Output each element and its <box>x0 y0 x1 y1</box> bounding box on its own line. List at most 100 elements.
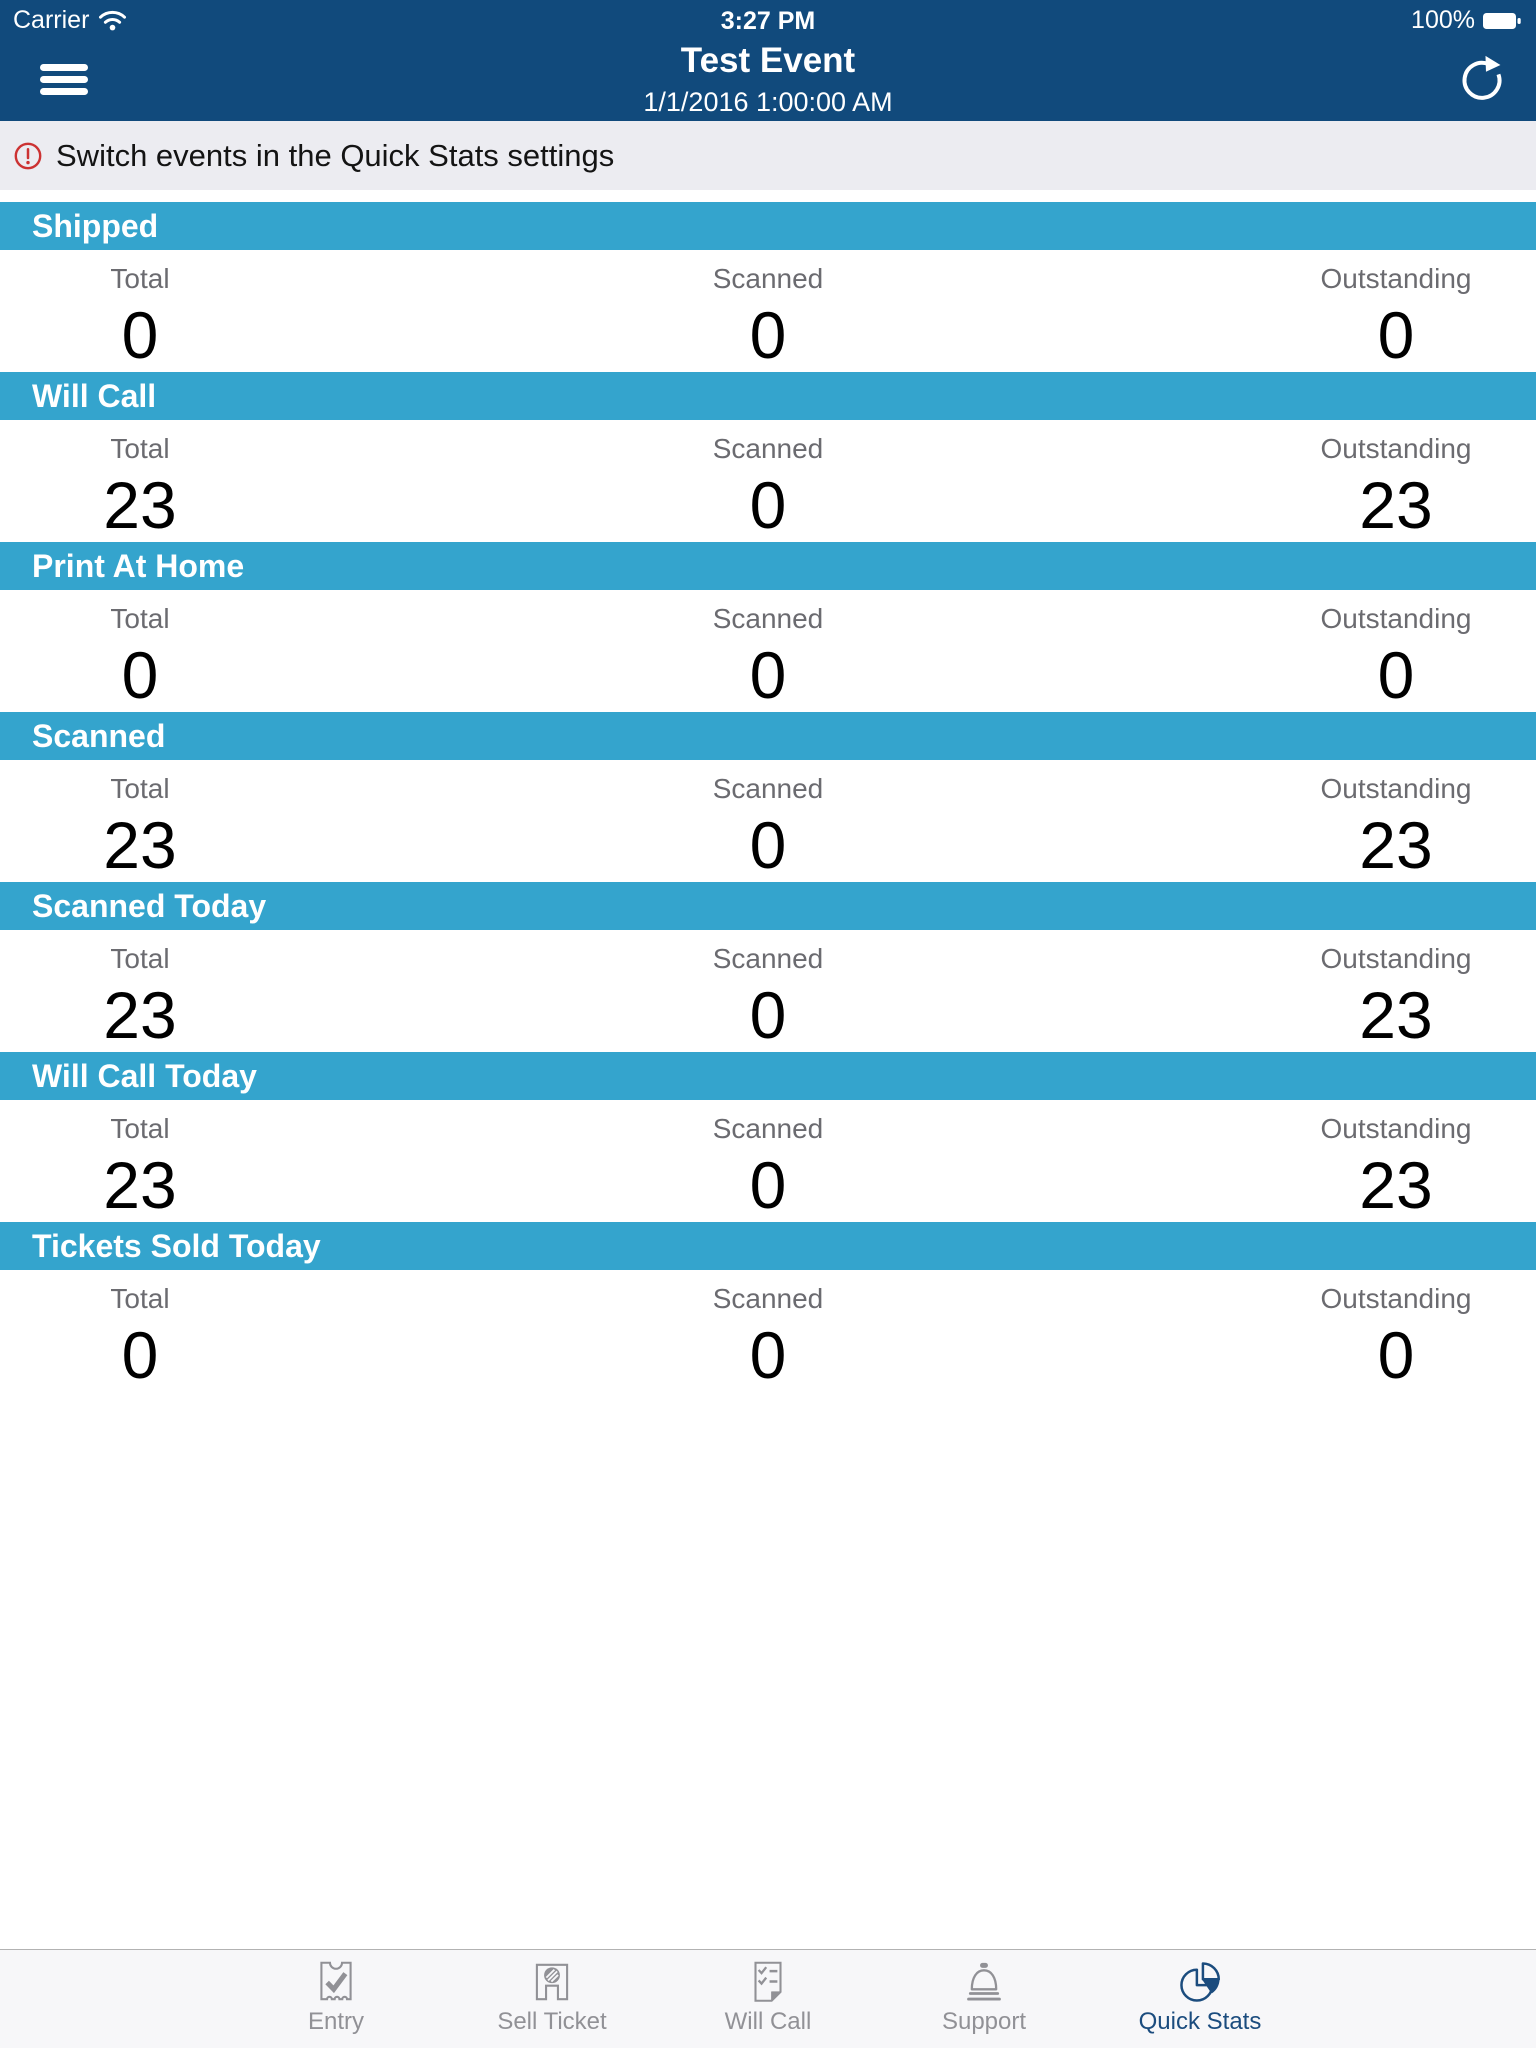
section-header: Will Call <box>0 372 1536 420</box>
stat-value: 23 <box>103 808 177 882</box>
stat-label: Scanned <box>712 1113 824 1144</box>
tab-label: Support <box>941 2008 1027 2035</box>
stat-label: Total <box>110 433 170 464</box>
menu-button[interactable] <box>40 64 88 95</box>
stat-total: Total 23 <box>30 760 250 882</box>
menu-icon <box>40 64 88 71</box>
stat-value: 23 <box>1359 978 1433 1052</box>
tab-will-call[interactable]: Will Call <box>660 1950 876 2048</box>
stat-value: 0 <box>749 808 787 882</box>
stat-label: Total <box>110 1283 170 1314</box>
stat-value: 0 <box>121 298 159 372</box>
stat-label: Outstanding <box>1320 773 1472 804</box>
stat-label: Scanned <box>712 773 824 804</box>
page-title: Test Event <box>680 41 856 80</box>
stat-total: Total 0 <box>30 590 250 712</box>
stat-value: 0 <box>121 638 159 712</box>
section-title: Print At Home <box>32 547 245 584</box>
stat-value: 23 <box>103 468 177 542</box>
section-header: Will Call Today <box>0 1052 1536 1100</box>
section-will-call: Will Call Total 23 Scanned 0 Outstanding… <box>0 372 1536 542</box>
section-body: Total 0 Scanned 0 Outstanding 0 <box>0 250 1536 372</box>
tab-label: Entry <box>307 2008 364 2035</box>
stat-value: 0 <box>749 298 787 372</box>
section-title: Tickets Sold Today <box>32 1227 321 1264</box>
section-header: Print At Home <box>0 542 1536 590</box>
stat-value: 0 <box>749 638 787 712</box>
section-body: Total 0 Scanned 0 Outstanding 0 <box>0 1270 1536 1392</box>
stat-label: Total <box>110 773 170 804</box>
stat-outstanding: Outstanding 23 <box>1286 930 1506 1052</box>
stat-scanned: Scanned 0 <box>658 760 878 882</box>
section-tickets-sold-today: Tickets Sold Today Total 0 Scanned 0 Out… <box>0 1222 1536 1392</box>
section-shipped: Shipped Total 0 Scanned 0 Outstanding 0 <box>0 202 1536 372</box>
stat-value: 23 <box>1359 808 1433 882</box>
tab-label: Quick Stats <box>1138 2008 1262 2035</box>
tab-sell-ticket[interactable]: Sell Ticket <box>444 1950 660 2048</box>
section-body: Total 23 Scanned 0 Outstanding 23 <box>0 930 1536 1052</box>
ticket-machine-icon <box>527 1957 577 2007</box>
event-datetime: 1/1/2016 1:00:00 AM <box>643 87 893 117</box>
stat-scanned: Scanned 0 <box>658 1100 878 1222</box>
stat-outstanding: Outstanding 0 <box>1286 250 1506 372</box>
stat-label: Scanned <box>712 943 824 974</box>
section-title: Scanned <box>32 717 166 754</box>
stat-value: 0 <box>1377 638 1415 712</box>
tab-bar: Entry Sell Ticket Will Call Support Quic… <box>0 1949 1536 2048</box>
ticket-check-icon <box>311 1957 361 2007</box>
stat-scanned: Scanned 0 <box>658 930 878 1052</box>
stat-label: Outstanding <box>1320 1283 1472 1314</box>
section-body: Total 23 Scanned 0 Outstanding 23 <box>0 1100 1536 1222</box>
stat-total: Total 23 <box>30 1100 250 1222</box>
stat-label: Scanned <box>712 263 824 294</box>
section-header: Tickets Sold Today <box>0 1222 1536 1270</box>
section-title: Scanned Today <box>32 887 267 924</box>
stat-label: Total <box>110 603 170 634</box>
alert-icon <box>14 142 42 169</box>
tab-quick-stats[interactable]: Quick Stats <box>1092 1950 1308 2048</box>
battery-percent-label: 100% <box>1411 6 1475 34</box>
section-will-call-today: Will Call Today Total 23 Scanned 0 Outst… <box>0 1052 1536 1222</box>
section-print-at-home: Print At Home Total 0 Scanned 0 Outstand… <box>0 542 1536 712</box>
stat-label: Total <box>110 263 170 294</box>
stat-value: 0 <box>121 1318 159 1392</box>
stat-value: 0 <box>749 1318 787 1392</box>
section-title: Will Call <box>32 377 157 414</box>
refresh-button[interactable] <box>1454 50 1510 106</box>
stat-total: Total 23 <box>30 420 250 542</box>
stat-value: 23 <box>1359 1148 1433 1222</box>
stat-label: Outstanding <box>1320 263 1472 294</box>
status-bar: Carrier 3:27 PM 100% <box>0 0 1536 40</box>
notice-banner: Switch events in the Quick Stats setting… <box>0 121 1536 196</box>
section-header: Shipped <box>0 202 1536 250</box>
tab-support[interactable]: Support <box>876 1950 1092 2048</box>
stat-label: Outstanding <box>1320 433 1472 464</box>
stat-label: Outstanding <box>1320 943 1472 974</box>
section-header: Scanned <box>0 712 1536 760</box>
stat-outstanding: Outstanding 23 <box>1286 1100 1506 1222</box>
nav-title-group: Test Event 1/1/2016 1:00:00 AM <box>200 42 1336 118</box>
stat-value: 0 <box>749 978 787 1052</box>
section-title: Shipped <box>32 207 159 244</box>
stat-scanned: Scanned 0 <box>658 250 878 372</box>
stat-total: Total 0 <box>30 250 250 372</box>
checklist-icon <box>743 1957 793 2007</box>
stat-scanned: Scanned 0 <box>658 1270 878 1392</box>
stat-scanned: Scanned 0 <box>658 590 878 712</box>
notice-text: Switch events in the Quick Stats setting… <box>56 137 615 173</box>
stat-value: 0 <box>1377 1318 1415 1392</box>
stat-total: Total 23 <box>30 930 250 1052</box>
tab-entry[interactable]: Entry <box>228 1950 444 2048</box>
stat-value: 23 <box>1359 468 1433 542</box>
stat-total: Total 0 <box>30 1270 250 1392</box>
bell-icon <box>959 1957 1009 2007</box>
navigation-header: Carrier 3:27 PM 100% Test Event 1 <box>0 0 1536 121</box>
wifi-icon <box>99 10 127 31</box>
stat-value: 0 <box>749 1148 787 1222</box>
refresh-icon <box>1462 55 1502 100</box>
stat-value: 23 <box>103 978 177 1052</box>
section-scanned: Scanned Total 23 Scanned 0 Outstanding 2… <box>0 712 1536 882</box>
stats-list: Shipped Total 0 Scanned 0 Outstanding 0 <box>0 202 1536 1392</box>
status-carrier-group: Carrier <box>13 6 127 35</box>
